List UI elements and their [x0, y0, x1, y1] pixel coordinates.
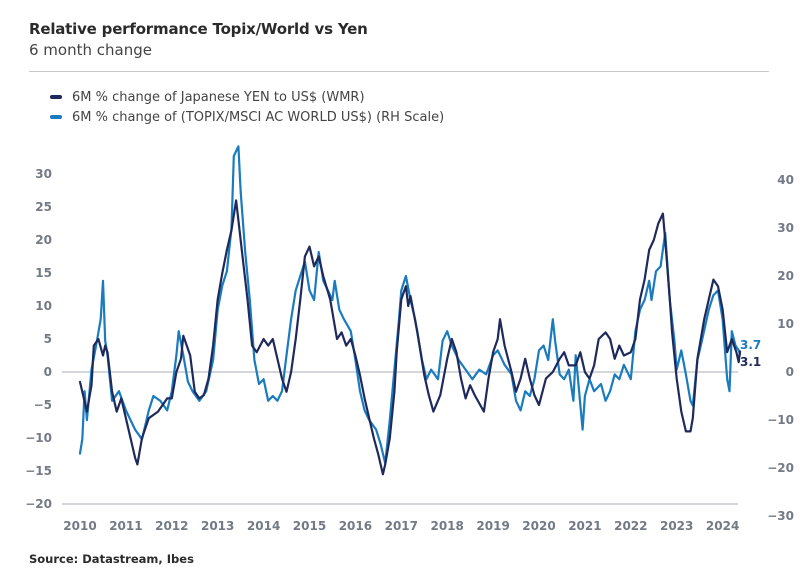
- right-axis: 40 30 20 10 0 −10 −20 −30: [767, 173, 794, 523]
- left-axis: 30 25 20 15 10 5 0 −5 −10 −15 −20: [25, 167, 52, 511]
- right-tick-label: 10: [777, 317, 794, 331]
- left-tick-label: 20: [35, 233, 52, 247]
- legend-item-yen: 6M % change of Japanese YEN to US$ (WMR): [50, 87, 444, 107]
- x-tick-label: 2011: [109, 519, 142, 533]
- end-labels: 3.73.1: [740, 338, 761, 369]
- legend-item-topix: 6M % change of (TOPIX/MSCI AC WORLD US$)…: [50, 107, 444, 127]
- left-tick-label: 10: [35, 299, 52, 313]
- series-line-topix-vs-world: [78, 145, 742, 465]
- right-tick-label: −30: [767, 509, 794, 523]
- x-tick-label: 2010: [63, 519, 96, 533]
- left-tick-label: 30: [35, 167, 52, 181]
- x-tick-label: 2014: [247, 519, 280, 533]
- x-tick-label: 2024: [706, 519, 739, 533]
- x-axis: 2010 2011 2012 2013 2014 2015 2016 2017 2018 2019…: [63, 519, 739, 533]
- series-layer: [78, 145, 742, 476]
- x-tick-label: 2023: [660, 519, 693, 533]
- right-tick-label: −20: [767, 461, 794, 475]
- x-tick-label: 2021: [568, 519, 601, 533]
- x-tick-label: 2015: [293, 519, 326, 533]
- source-note: Source: Datastream, Ibes: [29, 552, 194, 566]
- x-tick-label: 2013: [201, 519, 234, 533]
- right-tick-label: 0: [786, 365, 794, 379]
- left-tick-label: −15: [25, 464, 52, 478]
- chart-title: Relative performance Topix/World vs Yen: [29, 20, 368, 38]
- legend-swatch-yen: [50, 95, 62, 99]
- right-tick-label: 40: [777, 173, 794, 187]
- end-label-yen: 3.1: [740, 355, 761, 369]
- left-tick-label: −5: [34, 398, 52, 412]
- right-tick-label: −10: [767, 413, 794, 427]
- left-tick-label: 15: [35, 266, 52, 280]
- x-tick-label: 2012: [155, 519, 188, 533]
- title-divider: [29, 71, 769, 72]
- x-tick-label: 2022: [614, 519, 647, 533]
- series-line-yen: [78, 199, 742, 476]
- left-tick-label: −10: [25, 431, 52, 445]
- legend-label-topix: 6M % change of (TOPIX/MSCI AC WORLD US$)…: [72, 109, 445, 125]
- legend-swatch-topix: [50, 115, 62, 119]
- x-tick-label: 2018: [430, 519, 463, 533]
- legend-label-yen: 6M % change of Japanese YEN to US$ (WMR): [72, 89, 365, 105]
- left-tick-label: 25: [35, 200, 52, 214]
- right-tick-label: 20: [777, 269, 794, 283]
- left-tick-label: 5: [44, 332, 52, 346]
- chart-subtitle: 6 month change: [29, 41, 152, 59]
- left-tick-label: 0: [44, 365, 52, 379]
- x-tick-label: 2017: [385, 519, 418, 533]
- x-tick-label: 2016: [339, 519, 372, 533]
- right-tick-label: 30: [777, 221, 794, 235]
- end-label-topix: 3.7: [740, 338, 761, 352]
- x-tick-label: 2019: [476, 519, 509, 533]
- x-tick-label: 2020: [522, 519, 555, 533]
- left-tick-label: −20: [25, 497, 52, 511]
- legend: 6M % change of Japanese YEN to US$ (WMR)…: [50, 87, 444, 127]
